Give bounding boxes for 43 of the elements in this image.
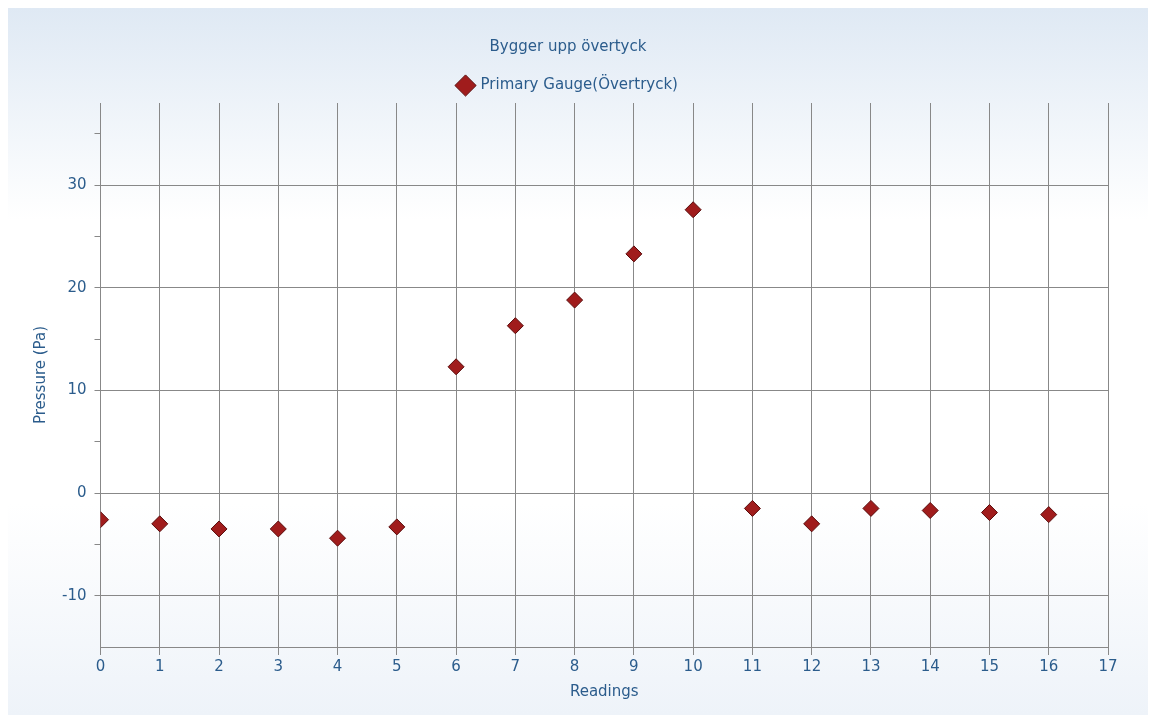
point — [151, 515, 169, 533]
y-tick-label: 30 — [67, 175, 87, 193]
point — [447, 358, 465, 376]
y-tick-label: 10 — [67, 380, 87, 399]
x-tick-label: 16 — [1039, 656, 1059, 675]
point — [210, 520, 228, 538]
x-tick-label: 2 — [214, 656, 224, 675]
x-tick-label: 7 — [510, 656, 521, 675]
point — [388, 518, 406, 536]
x-tick-label: 0 — [95, 656, 106, 675]
x-tick-label: 10 — [683, 656, 703, 675]
x-tick-label: 12 — [802, 656, 822, 675]
point — [269, 520, 287, 538]
chart-title: Bygger upp övertyck — [489, 36, 647, 55]
x-tick-label: 11 — [742, 656, 762, 675]
x-tick-label: 6 — [451, 656, 461, 675]
y-tick-label: 0 — [76, 482, 87, 501]
point — [625, 245, 643, 263]
x-tick-label: 9 — [629, 656, 639, 675]
point — [1040, 506, 1058, 524]
x-axis-title: Readings — [569, 681, 639, 700]
point — [329, 529, 347, 547]
legend-label: Primary Gauge(Övertryck) — [480, 74, 678, 94]
point — [566, 291, 584, 309]
x-tick-label: 15 — [979, 656, 1000, 675]
x-tick-label: 3 — [273, 656, 284, 675]
x-tick-label: 13 — [861, 656, 881, 675]
x-tick-label: 1 — [154, 656, 165, 675]
x-tick-label: 5 — [392, 656, 402, 675]
y-axis-title: Pressure (Pa) — [30, 325, 49, 425]
point — [803, 515, 821, 533]
y-tick-label: 20 — [67, 277, 87, 296]
x-tick-label: 4 — [332, 656, 343, 675]
point — [743, 499, 761, 517]
x-tick-label: 14 — [920, 656, 940, 675]
point — [684, 201, 702, 219]
point — [862, 499, 880, 517]
x-tick-label: 8 — [569, 656, 580, 675]
point — [980, 504, 998, 522]
point — [921, 501, 939, 519]
y-tick-label: -10 — [62, 585, 87, 604]
x-tick-label: 17 — [1098, 656, 1118, 675]
point — [506, 317, 524, 335]
